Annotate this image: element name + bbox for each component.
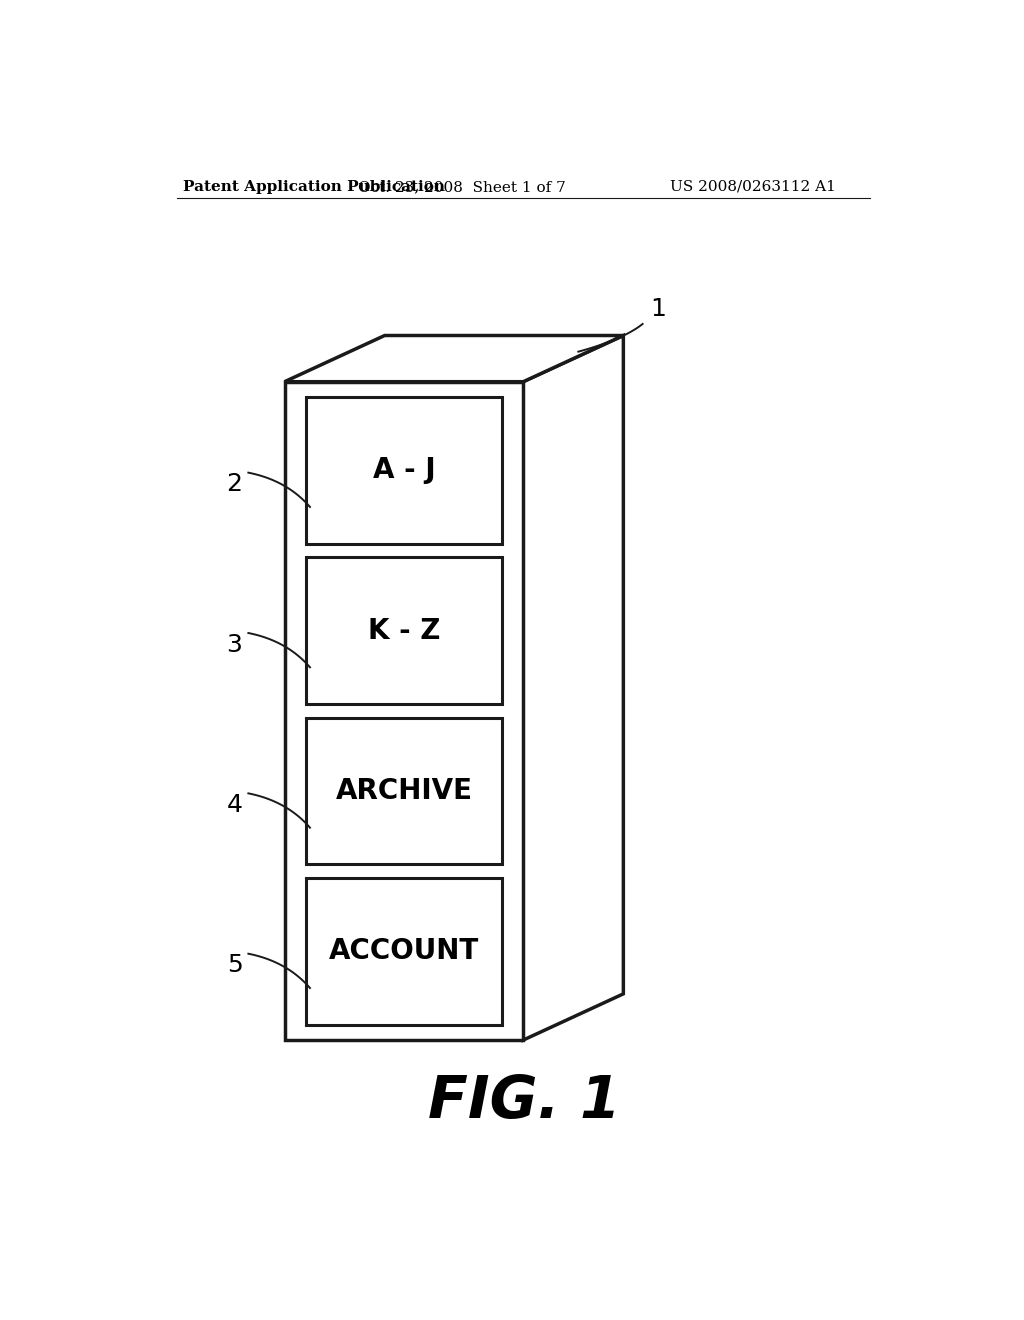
Polygon shape: [523, 335, 624, 1040]
Text: 2: 2: [226, 473, 243, 496]
Text: 4: 4: [226, 793, 243, 817]
Polygon shape: [306, 397, 502, 544]
Text: 5: 5: [226, 953, 243, 977]
Text: Patent Application Publication: Patent Application Publication: [183, 180, 444, 194]
Polygon shape: [306, 557, 502, 704]
Text: ACCOUNT: ACCOUNT: [329, 937, 479, 965]
Polygon shape: [285, 381, 523, 1040]
Text: A - J: A - J: [373, 457, 435, 484]
Text: K - Z: K - Z: [368, 616, 440, 644]
Text: US 2008/0263112 A1: US 2008/0263112 A1: [670, 180, 836, 194]
Text: 3: 3: [226, 632, 243, 656]
Text: Oct. 23, 2008  Sheet 1 of 7: Oct. 23, 2008 Sheet 1 of 7: [357, 180, 565, 194]
Polygon shape: [306, 878, 502, 1024]
Polygon shape: [285, 335, 624, 381]
Text: FIG. 1: FIG. 1: [428, 1073, 622, 1130]
Text: 1: 1: [650, 297, 666, 321]
Polygon shape: [306, 718, 502, 865]
Text: ARCHIVE: ARCHIVE: [336, 777, 472, 805]
